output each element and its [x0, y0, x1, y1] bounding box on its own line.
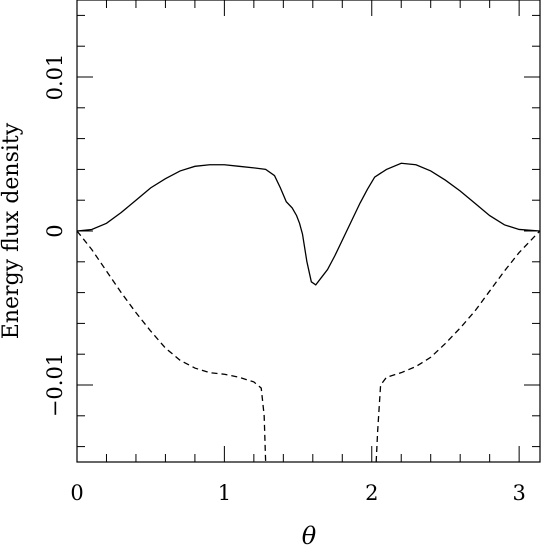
dashed-series-line-1	[76, 230, 267, 463]
axis-ticks	[77, 0, 540, 462]
axis-tick-labels: 0 1 2 3 −0.01 0 0.01	[43, 54, 526, 505]
x-tick-label: 3	[512, 481, 525, 505]
data-series	[76, 162, 541, 463]
x-tick-label: 1	[218, 481, 231, 505]
y-tick-label: −0.01	[43, 353, 67, 417]
y-tick-label: 0	[43, 224, 67, 237]
x-tick-label: 2	[365, 481, 378, 505]
solid-series-line-0	[76, 162, 540, 286]
x-tick-label: 0	[70, 481, 83, 505]
plot-frame	[76, 0, 541, 463]
x-axis-label: θ	[302, 522, 317, 550]
y-tick-label: 0.01	[43, 54, 67, 101]
y-axis-label: Energy flux density	[0, 122, 24, 339]
dashed-series-line-2	[375, 230, 541, 463]
